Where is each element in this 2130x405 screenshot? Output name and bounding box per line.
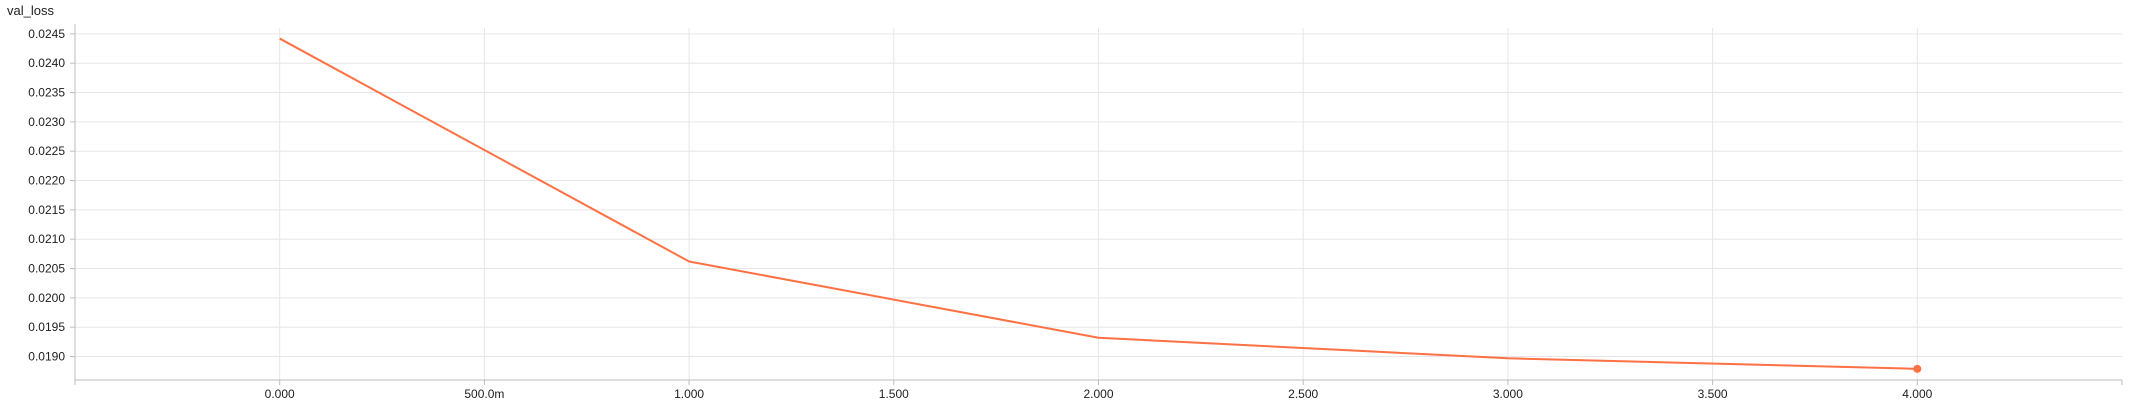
y-tick-label: 0.0225 bbox=[28, 144, 65, 158]
y-tick-label: 0.0220 bbox=[28, 174, 65, 188]
x-tick-label: 3.500 bbox=[1698, 387, 1728, 401]
y-tick-label: 0.0210 bbox=[28, 232, 65, 246]
x-tick-label: 3.000 bbox=[1493, 387, 1523, 401]
chart-title: val_loss bbox=[7, 3, 54, 18]
y-tick-label: 0.0205 bbox=[28, 262, 65, 276]
series-line bbox=[279, 37, 1918, 370]
y-tick-label: 0.0230 bbox=[28, 115, 65, 129]
x-tick-label: 1.000 bbox=[674, 387, 704, 401]
x-tick-label: 4.000 bbox=[1902, 387, 1932, 401]
x-tick-label: 500.0m bbox=[464, 387, 504, 401]
grid-lines bbox=[75, 28, 2122, 380]
y-tick-label: 0.0190 bbox=[28, 350, 65, 364]
y-tick-label: 0.0235 bbox=[28, 86, 65, 100]
x-tick-label: 2.000 bbox=[1083, 387, 1113, 401]
last-point-marker bbox=[1913, 364, 1922, 373]
y-tick-label: 0.0195 bbox=[28, 320, 65, 334]
x-tick-label: 0.000 bbox=[265, 387, 295, 401]
y-tick-label: 0.0215 bbox=[28, 203, 65, 217]
x-tick-label: 2.500 bbox=[1288, 387, 1318, 401]
x-tick-label: 1.500 bbox=[879, 387, 909, 401]
y-tick-labels: 0.0190 0.0195 0.0200 0.0205 0.0210 0.0215 0.02… bbox=[28, 27, 65, 364]
y-tick-label: 0.0245 bbox=[28, 27, 65, 41]
y-tick-label: 0.0240 bbox=[28, 56, 65, 70]
x-tick-labels: 0.000 500.0m 1.000 1.500 2.000 2.500 3.000 3.50… bbox=[265, 387, 1933, 401]
series-group bbox=[279, 37, 1922, 373]
y-tick-label: 0.0200 bbox=[28, 291, 65, 305]
axes bbox=[70, 24, 2123, 385]
